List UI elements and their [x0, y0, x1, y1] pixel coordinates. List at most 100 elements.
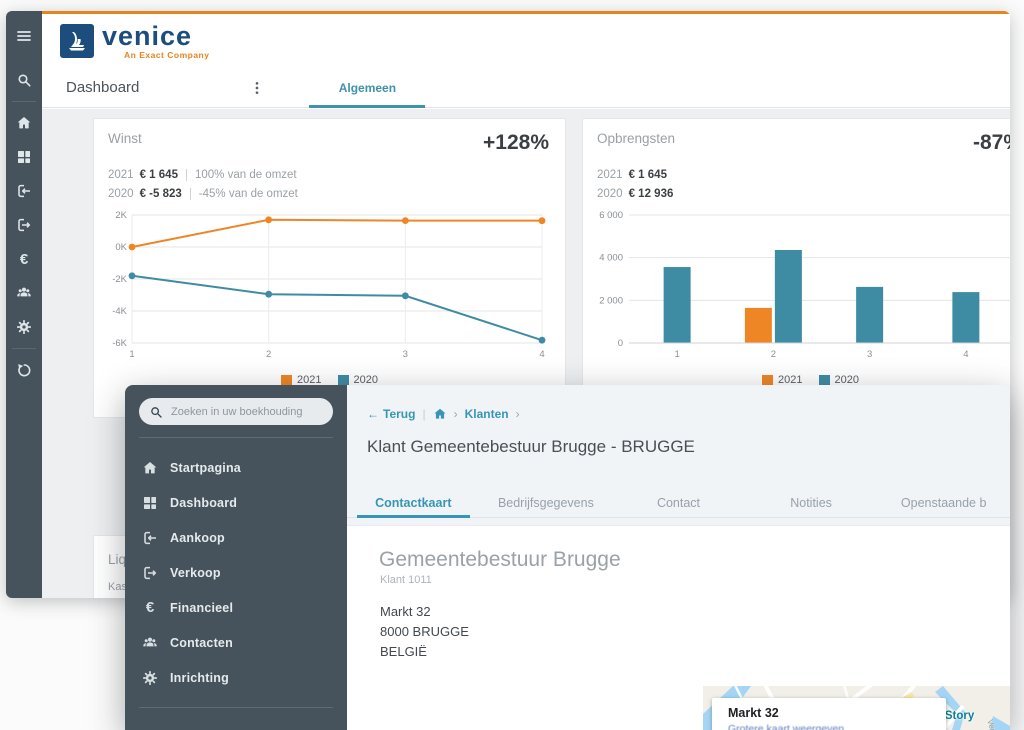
icon-rail: € [6, 11, 42, 598]
gear-icon [142, 670, 158, 686]
rail-sales-icon[interactable] [6, 208, 42, 242]
import-icon [142, 530, 158, 546]
opbrengsten-row-2021: 2021 € 1 645 [597, 168, 667, 181]
customer-address: Markt 32 8000 BRUGGE BELGIË [380, 604, 469, 659]
opbrengsten-delta: -87% [972, 131, 1010, 154]
grid-icon [142, 495, 158, 511]
sidebar-item-startpagina[interactable]: Startpagina [125, 450, 347, 485]
svg-text:1: 1 [129, 349, 134, 360]
search-icon [149, 405, 163, 419]
rail-home-icon[interactable] [6, 106, 42, 140]
back-arrow-icon: ← [367, 407, 379, 421]
rail-recent-actions-icon[interactable] [6, 353, 42, 387]
brand-name: venice [102, 20, 193, 51]
tab-algemeen[interactable]: Algemeen [303, 68, 431, 108]
sidebar-item-recente-acties[interactable]: Recente acties [125, 720, 347, 730]
contacts-icon [16, 285, 32, 301]
klant-page-title: Klant Gemeentebestuur Brugge - BRUGGE [367, 437, 695, 456]
dashboard-icon [16, 149, 32, 165]
map-info-card: Markt 32 Grotere kaart weergeven [712, 698, 946, 730]
rail-search-icon[interactable] [6, 63, 42, 97]
legend-item-2021: 2021 [281, 374, 322, 386]
svg-text:0: 0 [618, 338, 623, 349]
tab-openstaande-b[interactable]: Openstaande b [900, 495, 987, 510]
sidebar-item-verkoop[interactable]: Verkoop [125, 555, 347, 590]
svg-text:2K: 2K [115, 210, 127, 221]
brand-tagline: An Exact Company [124, 49, 210, 60]
sidebar-item-inrichting[interactable]: Inrichting [125, 660, 347, 695]
svg-text:2: 2 [771, 349, 776, 360]
sales-icon [16, 217, 32, 233]
svg-text:-2K: -2K [112, 274, 127, 285]
rail-financial-icon[interactable]: € [6, 242, 42, 276]
svg-text:4: 4 [963, 349, 968, 360]
tab-notities[interactable]: Notities [790, 495, 832, 510]
back-link[interactable]: ← Terug [367, 407, 416, 421]
rail-settings-icon[interactable] [6, 310, 42, 344]
svg-text:3: 3 [403, 349, 408, 360]
svg-text:1: 1 [674, 349, 679, 360]
customer-code: Klant 1011 [380, 574, 432, 586]
search-input[interactable] [171, 405, 323, 418]
legend-item-2020: 2020 [337, 374, 378, 386]
svg-text:2 000: 2 000 [599, 295, 623, 306]
breadcrumb-divider: | [422, 407, 426, 421]
svg-text:-6K: -6K [112, 338, 127, 349]
sidebar-item-aankoop[interactable]: Aankoop [125, 520, 347, 555]
winst-legend: 2021 2020 [94, 374, 565, 386]
winst-card: Winst +128% 2021 € 1 645 100% van de omz… [93, 118, 566, 418]
svg-text:-4K: -4K [112, 306, 127, 317]
opbrengsten-legend: 2021 2020 [583, 374, 1010, 386]
winst-row-2020: 2020 € -5 823 -45% van de omzet [108, 187, 298, 200]
customer-name: Gemeentebestuur Brugge [379, 548, 621, 571]
svg-text:2: 2 [266, 349, 271, 360]
brand-bar: venice An Exact Company [42, 14, 1010, 68]
svg-text:0K: 0K [115, 242, 127, 253]
page-title: Dashboard [66, 79, 140, 96]
opbrengsten-title: Opbrengsten [597, 131, 676, 146]
kebab-menu-icon[interactable] [249, 80, 265, 96]
opbrengsten-row-2020: 2020 € 12 936 [597, 187, 674, 200]
rail-contacts-icon[interactable] [6, 276, 42, 310]
winst-title: Winst [108, 131, 142, 146]
winst-delta: +128% [483, 131, 549, 154]
sidebar-divider-bottom [139, 707, 333, 708]
search-box[interactable] [139, 398, 333, 425]
winst-line-chart: 2K 0K -2K -4K -6K 1 2 3 4 [94, 203, 565, 372]
breadcrumb-klanten-link[interactable]: Klanten [464, 407, 509, 421]
svg-text:4: 4 [539, 349, 544, 360]
home-breadcrumb-icon[interactable] [433, 407, 447, 421]
users-icon [142, 635, 158, 651]
settings-icon [16, 319, 32, 335]
home-icon [16, 115, 32, 131]
search-icon [16, 72, 32, 88]
accent-top-border [42, 11, 1010, 14]
rail-hamburger-menu-icon[interactable] [6, 19, 42, 53]
sidebar-item-dashboard[interactable]: Dashboard [125, 485, 347, 520]
svg-text:6 000: 6 000 [599, 210, 623, 221]
hamburger-menu-icon [16, 28, 32, 44]
popup-sidebar: StartpaginaDashboardAankoopVerkoop€Finan… [125, 385, 347, 730]
opbrengsten-bar-chart: 6 000 4 000 2 000 0 1 2 3 4 [583, 203, 1010, 372]
recent-actions-icon [16, 362, 32, 378]
rail-purchases-icon[interactable] [6, 174, 42, 208]
legend-item-2020: 2020 [818, 374, 859, 386]
euro-icon: € [145, 599, 155, 616]
tab-contactkaart[interactable]: Contactkaart [347, 488, 480, 518]
legend-item-2021: 2021 [762, 374, 803, 386]
sidebar-item-contacten[interactable]: Contacten [125, 625, 347, 660]
sidebar-item-financieel[interactable]: € Financieel [125, 590, 347, 625]
sidebar-divider [139, 437, 333, 438]
winst-row-2021: 2021 € 1 645 100% van de omzet [108, 168, 297, 181]
klant-window: StartpaginaDashboardAankoopVerkoop€Finan… [125, 385, 1010, 730]
tab-contact[interactable]: Contact [656, 495, 701, 510]
tab-bedrijfsgegevens[interactable]: Bedrijfsgegevens [497, 495, 594, 510]
svg-text:3: 3 [867, 349, 872, 360]
export-icon [142, 565, 158, 581]
rail-dashboard-icon[interactable] [6, 140, 42, 174]
map-info-title: Markt 32 [728, 706, 779, 720]
map-larger-link[interactable]: Grotere kaart weergeven [728, 723, 845, 730]
opbrengsten-card: Opbrengsten -87% 2021 € 1 645 2020 € 12 … [582, 118, 1010, 418]
purchases-icon [16, 183, 32, 199]
google-map[interactable]: Moerstraat kobsstraat Wollestraat Verver… [703, 686, 1010, 730]
